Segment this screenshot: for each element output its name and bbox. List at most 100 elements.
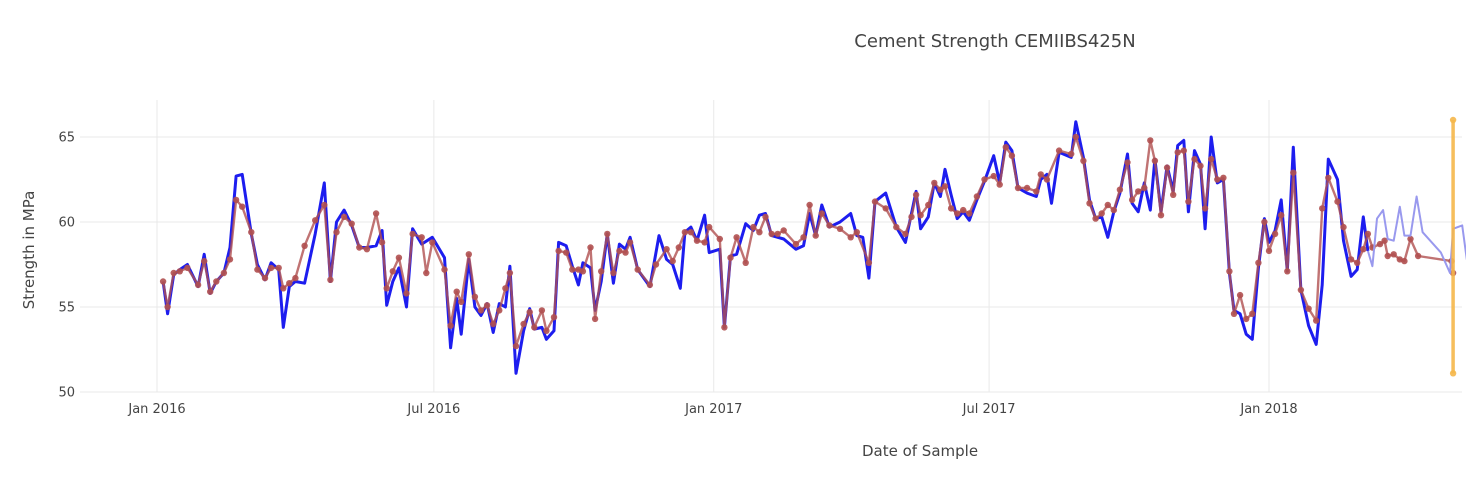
data-point <box>706 223 713 231</box>
data-point <box>220 269 228 277</box>
data-point <box>701 239 708 246</box>
data-point <box>201 257 208 265</box>
data-point <box>1023 184 1031 192</box>
data-point <box>931 179 938 187</box>
data-point <box>812 232 819 239</box>
data-point <box>1191 155 1198 163</box>
data-point <box>248 229 255 236</box>
data-point <box>1163 164 1171 171</box>
data-point <box>176 268 183 275</box>
data-point <box>721 324 728 331</box>
data-point <box>526 308 533 316</box>
data-point <box>626 239 634 246</box>
data-point <box>383 285 390 292</box>
data-point <box>616 247 623 255</box>
data-point <box>1201 205 1209 212</box>
data-point <box>301 242 308 249</box>
data-point <box>663 246 670 253</box>
data-point <box>1297 286 1305 294</box>
data-point <box>207 288 214 295</box>
data-point <box>1364 230 1372 238</box>
data-point <box>756 229 763 236</box>
data-point <box>453 288 460 295</box>
data-point <box>937 186 944 193</box>
data-point <box>490 320 497 328</box>
data-point <box>1305 305 1312 312</box>
data-point <box>1033 188 1040 195</box>
data-point <box>727 254 734 261</box>
data-point <box>194 281 202 289</box>
data-point <box>652 261 660 268</box>
data-point <box>981 176 988 183</box>
data-point <box>871 198 879 205</box>
x-tick-label: Jul 2017 <box>962 402 1016 417</box>
data-point <box>917 212 924 219</box>
data-point <box>1354 259 1361 266</box>
data-point <box>853 229 860 236</box>
data-point <box>226 256 234 263</box>
data-point <box>520 320 527 328</box>
data-point <box>213 278 220 285</box>
data-point <box>465 251 472 258</box>
data-point <box>1008 152 1016 159</box>
data-point <box>1407 235 1414 243</box>
series-line <box>161 135 1455 348</box>
data-point <box>1110 206 1118 214</box>
x-axis-ticks: Jan 2016 Jul 2016 Jan 2017 Jul 2017 Jan 2018 <box>127 402 1297 417</box>
data-point <box>818 210 825 217</box>
data-point <box>774 230 781 238</box>
data-point <box>780 227 787 234</box>
data-point <box>1265 247 1273 255</box>
x-tick-label: Jul 2016 <box>406 402 460 417</box>
y-tick-label: 60 <box>58 216 75 231</box>
data-point <box>1086 200 1093 207</box>
series-4 <box>1449 116 1457 377</box>
data-point <box>1243 315 1250 323</box>
data-point <box>506 269 514 277</box>
data-point <box>483 302 491 309</box>
data-point <box>389 268 396 275</box>
data-point <box>1068 150 1075 158</box>
data-point <box>159 278 167 285</box>
data-point <box>1340 223 1347 231</box>
data-point <box>1449 370 1457 377</box>
data-point <box>675 244 682 251</box>
y-tick-label: 55 <box>58 301 75 316</box>
data-point <box>865 259 873 266</box>
data-point <box>531 324 538 331</box>
chart-title: Cement Strength CEMIIBS425N <box>854 31 1135 52</box>
data-point <box>1347 256 1355 263</box>
data-point <box>403 290 410 297</box>
data-point <box>826 222 833 229</box>
data-point <box>418 234 425 241</box>
y-tick-label: 50 <box>58 386 75 401</box>
data-point <box>947 205 955 212</box>
data-point <box>363 246 371 253</box>
data-point <box>1170 191 1177 198</box>
data-point <box>327 276 334 283</box>
data-point <box>1002 144 1009 151</box>
data-point <box>1261 218 1268 226</box>
grid <box>80 100 1462 393</box>
x-tick-label: Jan 2018 <box>1239 402 1297 417</box>
data-point <box>882 205 889 212</box>
data-point <box>232 196 240 204</box>
data-point <box>693 237 701 244</box>
data-point <box>471 293 479 300</box>
data-point <box>477 307 485 314</box>
x-axis-title: Date of Sample <box>862 442 978 460</box>
data-point <box>1319 205 1326 212</box>
x-tick-label: Jan 2016 <box>127 402 185 417</box>
data-point <box>429 239 436 246</box>
data-point <box>1208 155 1215 163</box>
data-point <box>973 193 981 200</box>
series-line <box>161 120 1370 375</box>
data-point <box>1214 176 1221 183</box>
data-point <box>538 307 546 314</box>
data-point <box>1014 184 1022 192</box>
data-point <box>1249 310 1256 317</box>
data-point <box>569 266 576 273</box>
data-point <box>1124 159 1131 166</box>
data-point <box>1220 174 1227 181</box>
data-point <box>1098 210 1105 217</box>
